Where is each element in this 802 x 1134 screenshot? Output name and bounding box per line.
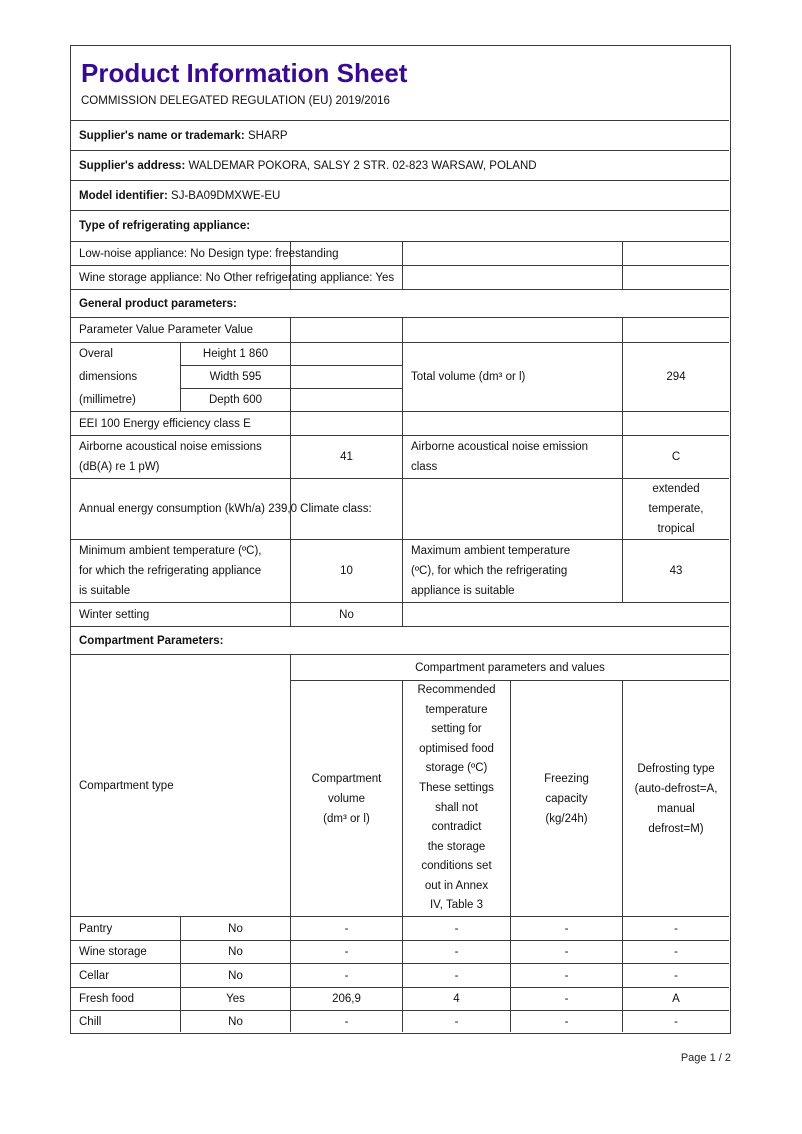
dimensions-depth-empty — [291, 389, 403, 412]
title-row: Product Information Sheet COMMISSION DEL… — [71, 46, 729, 121]
low-noise-empty-cell-3 — [623, 242, 729, 266]
compartment-row-name: Chill — [71, 1011, 181, 1032]
compartment-row-volume: - — [291, 964, 403, 988]
compartment-row-freezing: - — [511, 1011, 623, 1032]
dimensions-height-cell: Height 1 860 — [181, 343, 291, 366]
eei-empty-3 — [623, 412, 729, 436]
dimensions-label-cell: Overal dimensions (millimetre) — [71, 343, 181, 412]
param-header-empty-2 — [403, 318, 623, 343]
compartment-row-name: Pantry — [71, 917, 181, 941]
dimensions-height-empty — [291, 343, 403, 366]
compartment-row-volume: - — [291, 1011, 403, 1032]
supplier-name-value: SHARP — [247, 129, 288, 142]
compartment-row-freezing: - — [511, 964, 623, 988]
compartment-row-defrost: A — [623, 988, 729, 1011]
compartment-row-name: Wine storage — [71, 941, 181, 964]
dimensions-depth-cell: Depth 600 — [181, 389, 291, 412]
eei-row-cell: EEI 100 Energy efficiency class E — [71, 412, 291, 436]
min-temp-label-cell: Minimum ambient temperature (ºC), for wh… — [71, 540, 291, 603]
compartment-row-freezing: - — [511, 917, 623, 941]
wine-appliance-row-text-cell: Wine storage appliance: No Other refrige… — [71, 266, 394, 290]
noise-class-label-cell: Airborne acoustical noise emission class — [403, 436, 623, 479]
general-heading-row: General product parameters: — [71, 290, 729, 318]
product-information-sheet: Product Information Sheet COMMISSION DEL… — [70, 45, 731, 1034]
model-identifier-value: SJ-BA09DMXWE-EU — [171, 189, 281, 202]
compartment-type-header-cell: Compartment type — [71, 655, 291, 917]
compartment-row-temp: 4 — [403, 988, 511, 1011]
eei-empty-1 — [291, 412, 403, 436]
climate-empty-cell — [403, 479, 623, 540]
param-header-cell: Parameter Value Parameter Value — [71, 318, 291, 343]
winter-empty-cell — [403, 603, 729, 627]
noise-value-cell: 41 — [291, 436, 403, 479]
low-noise-empty-cell-1 — [291, 242, 403, 266]
compartment-row-defrost: - — [623, 941, 729, 964]
min-temp-value-cell: 10 — [291, 540, 403, 603]
supplier-address-label: Supplier's address: — [79, 159, 186, 172]
compartment-row-name: Fresh food — [71, 988, 181, 1011]
supplier-address-row: Supplier's address: WALDEMAR POKORA, SAL… — [71, 151, 729, 181]
climate-value-cell: extended temperate, tropical — [623, 479, 729, 540]
freezing-header-cell: Freezing capacity (kg/24h) — [511, 681, 623, 917]
compartment-row-present: Yes — [181, 988, 291, 1011]
compartment-row-temp: - — [403, 1011, 511, 1032]
supplier-address-value: WALDEMAR POKORA, SALSY 2 STR. 02-823 WAR… — [188, 159, 537, 172]
compartment-row-freezing: - — [511, 941, 623, 964]
energy-line-cell: Annual energy consumption (kWh/a) 239,0 … — [71, 479, 372, 540]
model-identifier-label: Model identifier: — [79, 189, 168, 202]
page-footer: Page 1 / 2 — [680, 1052, 731, 1064]
defrost-header-cell: Defrosting type (auto-defrost=A, manual … — [623, 681, 729, 917]
param-header-empty-1 — [291, 318, 403, 343]
dimensions-width-empty — [291, 366, 403, 389]
compartment-row-volume: - — [291, 917, 403, 941]
compartment-row-name: Cellar — [71, 964, 181, 988]
temp-header-cell: Recommended temperature setting for opti… — [403, 681, 511, 917]
compartment-row-present: No — [181, 917, 291, 941]
noise-label-cell: Airborne acoustical noise emissions (dB(… — [71, 436, 291, 479]
winter-label-cell: Winter setting — [71, 603, 291, 627]
dimensions-width-cell: Width 595 — [181, 366, 291, 389]
supplier-name-label: Supplier's name or trademark: — [79, 129, 245, 142]
compartment-row-present: No — [181, 964, 291, 988]
compartment-heading-row: Compartment Parameters: — [71, 627, 729, 655]
compartment-row-volume: 206,9 — [291, 988, 403, 1011]
compartment-row-temp: - — [403, 941, 511, 964]
noise-class-value-cell: C — [623, 436, 729, 479]
compartment-row-present: No — [181, 1011, 291, 1032]
compartment-row-temp: - — [403, 964, 511, 988]
page-title: Product Information Sheet — [81, 57, 408, 88]
compartment-row-volume: - — [291, 941, 403, 964]
regulation-subtitle: COMMISSION DELEGATED REGULATION (EU) 201… — [81, 95, 390, 108]
type-heading-row: Type of refrigerating appliance: — [71, 211, 729, 242]
model-identifier-row: Model identifier: SJ-BA09DMXWE-EU — [71, 181, 729, 211]
compartment-row-defrost: - — [674, 1015, 678, 1028]
low-noise-row-text-cell: Low-noise appliance: No Design type: fre… — [71, 242, 339, 266]
wine-appliance-empty-cell-3 — [623, 266, 729, 290]
compartment-group-header-cell: Compartment parameters and values — [291, 655, 729, 681]
compartment-row-freezing: - — [511, 988, 623, 1011]
max-temp-label-cell: Maximum ambient temperature (ºC), for wh… — [403, 540, 623, 603]
energy-empty-cell — [291, 479, 403, 540]
total-volume-value-cell: 294 — [623, 343, 729, 412]
param-header-empty-3 — [623, 318, 729, 343]
compartment-row-temp: - — [403, 917, 511, 941]
volume-header-cell: Compartment volume (dm³ or l) — [291, 681, 403, 917]
max-temp-value-cell: 43 — [623, 540, 729, 603]
total-volume-label-cell: Total volume (dm³ or l) — [403, 343, 623, 412]
low-noise-empty-cell-2 — [403, 242, 623, 266]
compartment-row-defrost: - — [623, 917, 729, 941]
supplier-name-row: Supplier's name or trademark: SHARP — [71, 121, 729, 151]
compartment-row-defrost: - — [623, 964, 729, 988]
wine-appliance-empty-cell-1 — [291, 266, 403, 290]
wine-appliance-empty-cell-2 — [403, 266, 623, 290]
winter-value-cell: No — [291, 603, 403, 627]
eei-empty-2 — [403, 412, 623, 436]
compartment-row-present: No — [181, 941, 291, 964]
